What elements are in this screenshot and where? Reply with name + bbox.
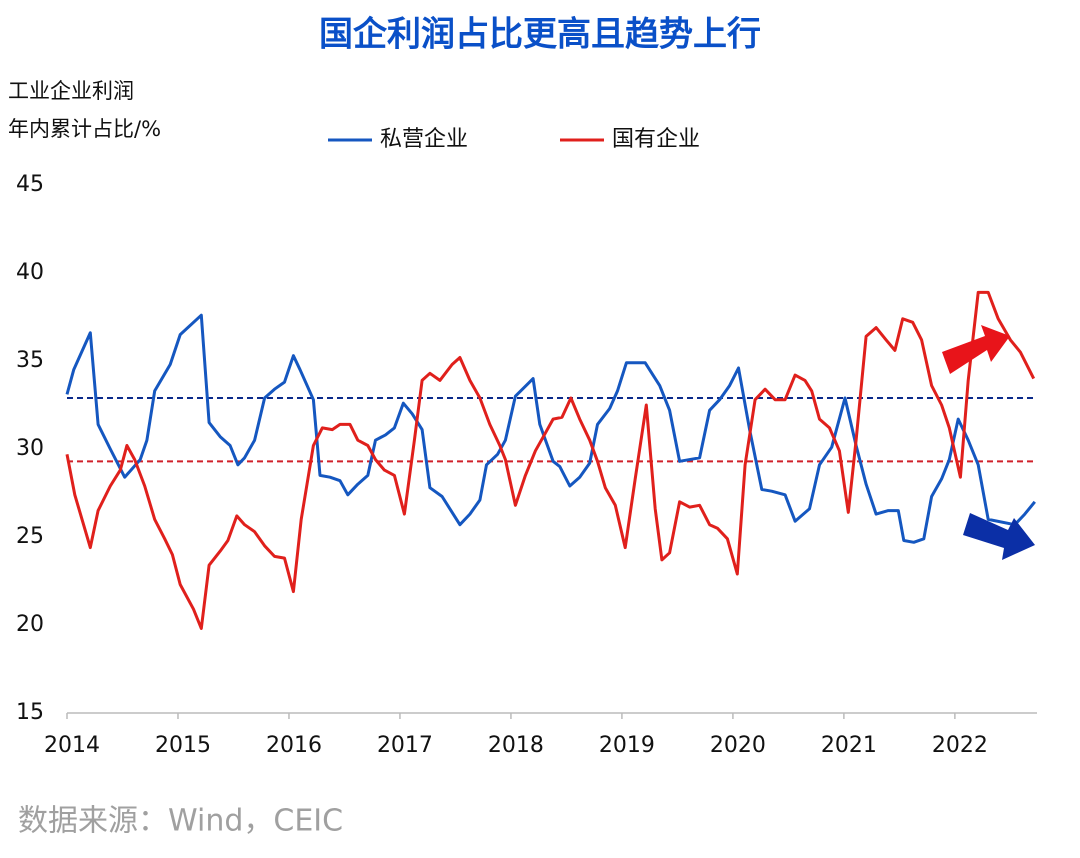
x-tick-label: 2015 <box>155 733 211 758</box>
y-tick-label: 30 <box>16 436 44 461</box>
x-tick-label: 2020 <box>710 733 766 758</box>
chart-title: 国企利润占比更高且趋势上行 <box>319 15 761 55</box>
y-tick-label: 25 <box>16 524 44 549</box>
source-note: 数据来源：Wind，CEIC <box>18 804 343 839</box>
y-axis-label: 工业企业利润 <box>8 79 134 103</box>
y-tick-label: 20 <box>16 612 44 637</box>
y-tick-label: 35 <box>16 348 44 373</box>
series-line <box>65 313 1036 544</box>
legend-label: 私营企业 <box>380 127 468 152</box>
series-line <box>65 290 1036 630</box>
down-arrow <box>963 513 1035 560</box>
y-tick-label: 15 <box>16 700 44 725</box>
x-tick-label: 2022 <box>932 733 988 758</box>
x-tick-label: 2014 <box>44 733 100 758</box>
x-tick-label: 2017 <box>377 733 433 758</box>
x-tick-label: 2016 <box>266 733 322 758</box>
up-arrow <box>942 325 1010 374</box>
y-axis-label: 年内累计占比/% <box>8 117 161 141</box>
x-tick-label: 2019 <box>599 733 655 758</box>
x-tick-label: 2018 <box>488 733 544 758</box>
y-tick-label: 40 <box>16 260 44 285</box>
x-tick-label: 2021 <box>821 733 877 758</box>
plot-area: 15 20 25 30 35 40 45 2014 2015 2016 2017 2018 2019 20… <box>16 127 1037 758</box>
y-tick-label: 45 <box>16 172 44 197</box>
legend-label: 国有企业 <box>612 127 700 152</box>
